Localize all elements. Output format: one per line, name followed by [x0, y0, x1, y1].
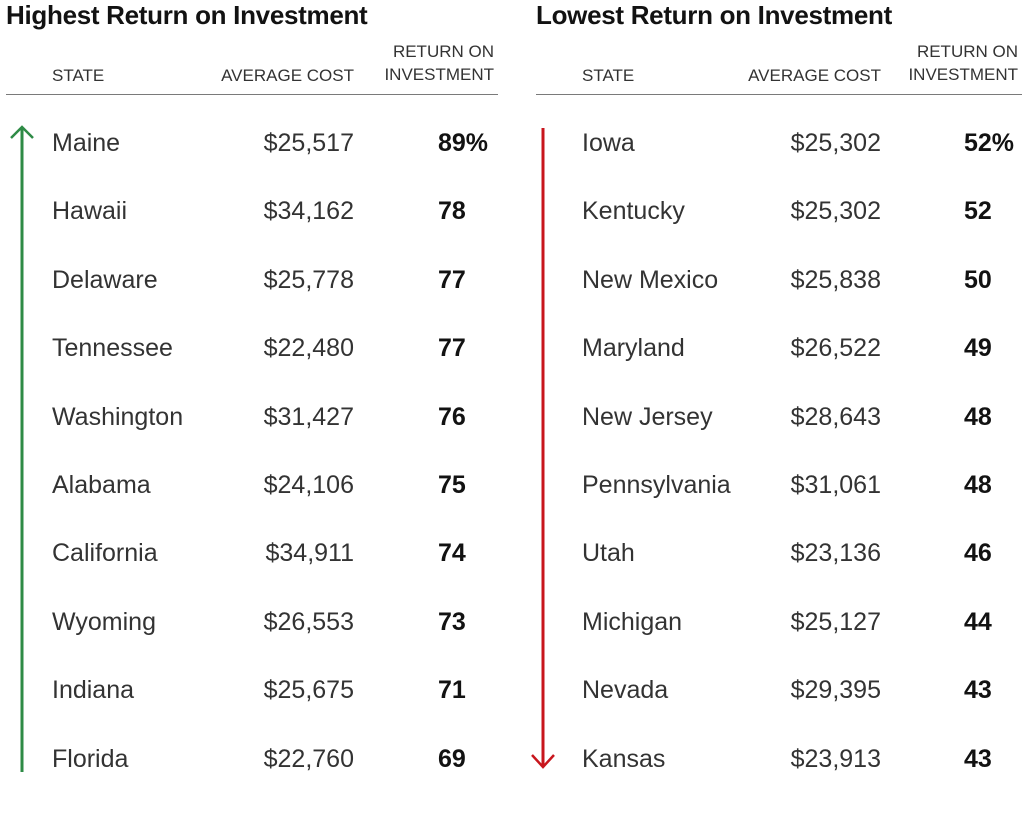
average-cost-cell: $31,061: [790, 471, 881, 499]
column-header-return-on-investment: RETURN ON INVESTMENT: [384, 42, 494, 84]
table-row: Pennsylvania $31,061 48: [536, 465, 1022, 505]
table-row: Delaware $25,778 77: [6, 260, 498, 300]
state-cell: Washington: [52, 402, 184, 431]
average-cost-cell: $26,522: [790, 334, 881, 363]
state-cell: Alabama: [52, 471, 151, 499]
average-cost-cell: $34,911: [265, 539, 354, 568]
average-cost-cell: $25,675: [263, 676, 354, 705]
table-row: Hawaii $34,162 78: [6, 191, 498, 231]
average-cost-cell: $22,760: [263, 744, 354, 773]
table-row: Florida $22,760 69: [6, 739, 498, 779]
state-cell: Pennsylvania: [582, 471, 731, 499]
table-row: Maine $25,517 89%: [6, 123, 498, 163]
table-row: Indiana $25,675 71: [6, 670, 498, 710]
average-cost-cell: $22,480: [263, 334, 354, 363]
average-cost-cell: $25,517: [263, 129, 354, 157]
arrow-head: [531, 754, 555, 769]
state-cell: Utah: [582, 539, 635, 568]
average-cost-cell: $23,136: [790, 539, 881, 568]
state-cell: New Mexico: [582, 265, 719, 294]
column-header-average-cost: AVERAGE COST: [221, 66, 354, 85]
state-cell: Michigan: [582, 607, 683, 636]
table-row: Kentucky $25,302 52: [536, 191, 1022, 231]
average-cost-cell: $34,162: [263, 197, 354, 226]
table-row: Iowa $25,302 52%: [536, 123, 1022, 163]
down-arrow-icon: [531, 128, 555, 769]
table-title: Lowest Return on Investment: [536, 0, 892, 30]
average-cost-cell: $24,106: [263, 471, 354, 499]
state-cell: Nevada: [582, 676, 669, 705]
return-on-investment-cell: 89%: [438, 129, 489, 157]
table-row: Kansas $23,913 43: [536, 739, 1022, 779]
return-on-investment-cell: 71: [438, 676, 466, 705]
table-row: Nevada $29,395 43: [536, 670, 1022, 710]
column-header-return-on-investment: RETURN ON INVESTMENT: [908, 42, 1018, 84]
return-on-investment-cell: 49: [964, 334, 992, 363]
table-row: New Jersey $28,643 48: [536, 397, 1022, 437]
return-on-investment-cell: 73: [438, 607, 466, 636]
state-cell: Maryland: [582, 334, 685, 363]
arrow-head: [10, 125, 34, 139]
average-cost-cell: $29,395: [790, 676, 881, 705]
return-on-investment-cell: 50: [964, 265, 992, 294]
column-header-average-cost: AVERAGE COST: [748, 66, 881, 85]
table-row: California $34,911 74: [6, 533, 498, 573]
table-title: Highest Return on Investment: [6, 0, 368, 30]
table-row: Maryland $26,522 49: [536, 328, 1022, 368]
table-row: Tennessee $22,480 77: [6, 328, 498, 368]
return-on-investment-cell: 43: [964, 676, 992, 705]
state-cell: Hawaii: [52, 197, 128, 226]
return-on-investment-cell: 46: [964, 539, 992, 568]
return-on-investment-cell: 52%: [964, 129, 1015, 157]
column-header-state: STATE: [582, 66, 635, 85]
table-row: Wyoming $26,553 73: [6, 602, 498, 642]
return-on-investment-cell: 78: [438, 197, 466, 226]
state-cell: California: [52, 539, 158, 568]
average-cost-cell: $25,838: [790, 265, 881, 294]
table-row: Alabama $24,106 75: [6, 465, 498, 505]
state-cell: Delaware: [52, 265, 158, 294]
column-header-state: STATE: [52, 66, 105, 85]
table-row: Michigan $25,127 44: [536, 602, 1022, 642]
state-cell: Iowa: [582, 129, 635, 157]
state-cell: Kentucky: [582, 197, 685, 226]
state-cell: New Jersey: [582, 402, 713, 431]
header-rule: [536, 94, 1022, 95]
return-on-investment-cell: 44: [964, 607, 992, 636]
return-on-investment-cell: 48: [964, 402, 992, 431]
average-cost-cell: $28,643: [790, 402, 881, 431]
return-on-investment-cell: 75: [438, 471, 466, 499]
state-cell: Wyoming: [52, 607, 156, 636]
average-cost-cell: $26,553: [263, 607, 354, 636]
average-cost-cell: $25,127: [790, 607, 881, 636]
return-on-investment-cell: 69: [438, 744, 466, 773]
return-on-investment-cell: 77: [438, 265, 466, 294]
average-cost-cell: $25,302: [790, 129, 881, 157]
header-rule: [6, 94, 498, 95]
average-cost-cell: $25,302: [790, 197, 881, 226]
return-on-investment-cell: 76: [438, 402, 466, 431]
state-cell: Florida: [52, 744, 129, 773]
state-cell: Indiana: [52, 676, 135, 705]
table-row: New Mexico $25,838 50: [536, 260, 1022, 300]
average-cost-cell: $31,427: [263, 402, 354, 431]
return-on-investment-cell: 77: [438, 334, 466, 363]
state-cell: Kansas: [582, 744, 666, 773]
return-on-investment-cell: 52: [964, 197, 992, 226]
return-on-investment-cell: 48: [964, 471, 992, 499]
table-row: Washington $31,427 76: [6, 397, 498, 437]
state-cell: Tennessee: [52, 334, 173, 363]
table-row: Utah $23,136 46: [536, 533, 1022, 573]
return-on-investment-cell: 74: [438, 539, 466, 568]
average-cost-cell: $25,778: [263, 265, 354, 294]
up-arrow-icon: [10, 125, 34, 772]
state-cell: Maine: [52, 129, 121, 157]
average-cost-cell: $23,913: [790, 744, 881, 773]
return-on-investment-cell: 43: [964, 744, 992, 773]
